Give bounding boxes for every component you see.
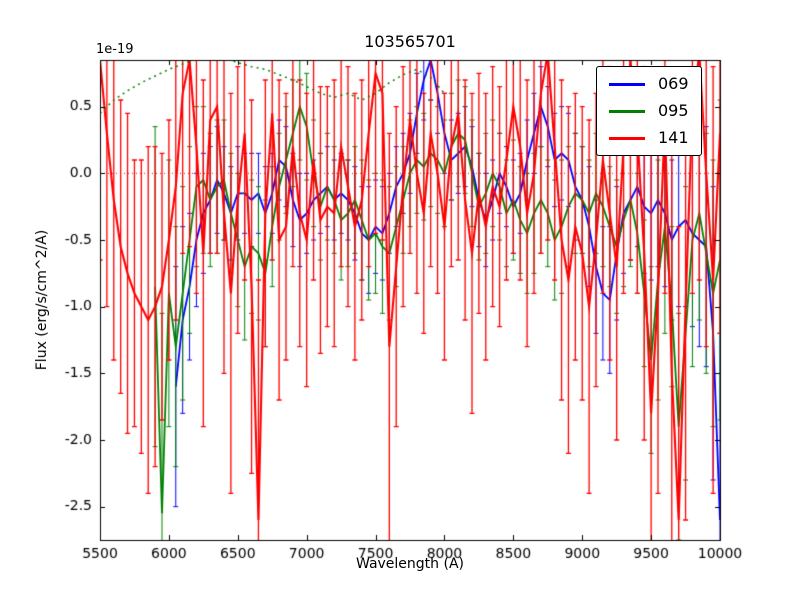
legend-entry: 095 [609, 103, 689, 119]
legend-label: 141 [658, 128, 689, 147]
legend-line-sample-141 [609, 136, 645, 140]
legend-entry: 069 [609, 76, 689, 92]
plot-title: 103565701 [364, 32, 456, 51]
legend-label: 069 [658, 74, 689, 93]
legend-entry: 141 [609, 130, 689, 146]
legend: 069 095 141 [596, 66, 702, 156]
y-axis-label: Flux (erg/s/cm^2/A) [34, 229, 50, 371]
legend-line-sample-095 [609, 109, 645, 113]
y-axis-offset-label: 1e-19 [96, 42, 134, 57]
legend-label: 095 [658, 101, 689, 120]
legend-line-sample-069 [609, 82, 645, 86]
x-axis-label: Wavelength (A) [355, 556, 465, 572]
